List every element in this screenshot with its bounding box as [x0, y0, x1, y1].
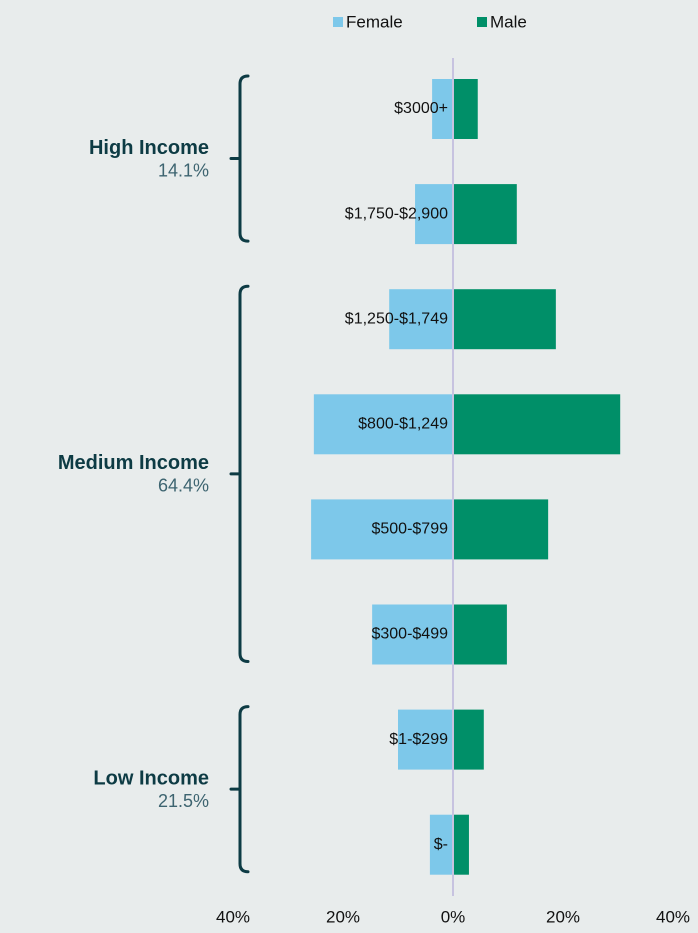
group-name: High Income — [89, 137, 209, 159]
bar — [453, 394, 621, 455]
category-label: $- — [434, 836, 448, 853]
x-tick-label: 20% — [546, 907, 580, 926]
bar — [415, 184, 453, 245]
bar — [453, 184, 517, 245]
bar — [453, 289, 556, 350]
x-tick-label: 0% — [441, 907, 466, 926]
bar — [429, 814, 453, 875]
legend-swatch — [333, 17, 343, 27]
category-label: $500-$799 — [371, 521, 448, 538]
category-label: $3000+ — [394, 100, 448, 117]
category-label: $1,750-$2,900 — [345, 205, 448, 222]
bar — [453, 709, 484, 770]
legend-swatch — [477, 17, 487, 27]
bar — [453, 604, 507, 665]
group-bracket — [229, 74, 250, 243]
bar — [313, 394, 453, 455]
bar — [453, 814, 469, 875]
bar — [389, 289, 453, 350]
bar — [453, 499, 549, 560]
bar — [372, 604, 453, 665]
x-tick-label: 40% — [656, 907, 690, 926]
bar — [398, 709, 453, 770]
category-label: $800-$1,249 — [358, 416, 448, 433]
bar — [311, 499, 453, 560]
legend-label: Female — [346, 12, 403, 31]
group-bracket — [229, 705, 250, 874]
category-label: $1-$299 — [389, 731, 448, 748]
group-name: Medium Income — [58, 452, 209, 474]
group-share: 64.4% — [158, 476, 209, 496]
group-bracket — [229, 284, 250, 663]
legend-label: Male — [490, 12, 527, 31]
x-tick-label: 20% — [326, 907, 360, 926]
group-share: 21.5% — [158, 791, 209, 811]
x-tick-label: 40% — [216, 907, 250, 926]
bar — [453, 79, 478, 139]
category-label: $300-$499 — [371, 626, 448, 643]
group-name: Low Income — [93, 767, 209, 789]
bar — [432, 79, 453, 139]
category-label: $1,250-$1,749 — [345, 310, 448, 327]
group-share: 14.1% — [158, 160, 209, 180]
